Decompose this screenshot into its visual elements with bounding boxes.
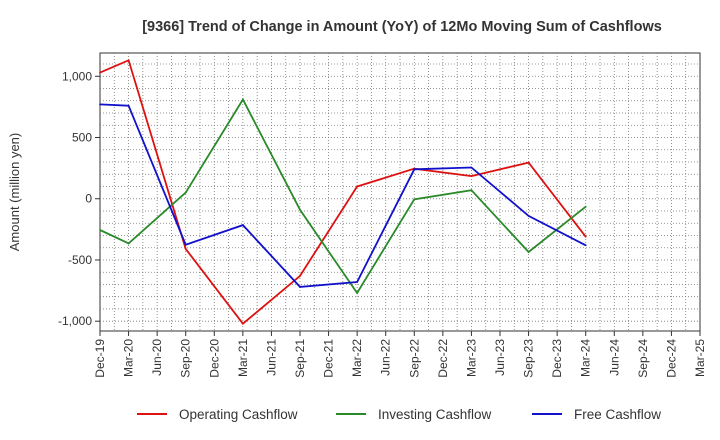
data-point-free-cashflow xyxy=(356,281,359,283)
x-tick-label: Jun-21 xyxy=(264,339,278,376)
x-tick-label: Sep-23 xyxy=(522,339,536,378)
series-line-investing-cashflow xyxy=(99,97,587,295)
series-group xyxy=(99,59,587,325)
data-point-investing-cashflow xyxy=(584,205,587,208)
x-tick-label: Mar-22 xyxy=(350,339,364,377)
data-point-operating-cashflow xyxy=(527,161,530,164)
data-point-free-cashflow xyxy=(299,286,301,288)
data-point-investing-cashflow xyxy=(241,98,244,101)
y-tick-label: 500 xyxy=(72,131,92,145)
data-point-investing-cashflow xyxy=(99,229,101,231)
data-point-operating-cashflow xyxy=(584,235,587,238)
x-tick-label: Mar-25 xyxy=(693,339,707,377)
x-tick-label: Sep-22 xyxy=(407,339,421,378)
x-tick-label: Jun-24 xyxy=(607,339,621,376)
x-tick-label: Jun-22 xyxy=(379,339,393,376)
y-axis-label: Amount (million yen) xyxy=(7,133,22,252)
x-axis: Dec-19 Mar-20 Jun-20 Sep-20 Dec-20 Mar-21 Jun-… xyxy=(93,331,707,378)
data-point-investing-cashflow xyxy=(299,208,301,211)
data-point-free-cashflow xyxy=(527,214,530,217)
y-tick-label: -500 xyxy=(68,253,92,267)
legend-label-free-cashflow: Free Cashflow xyxy=(574,407,661,422)
chart-title: [9366] Trend of Change in Amount (YoY) o… xyxy=(142,19,662,35)
data-point-investing-cashflow xyxy=(527,251,530,253)
data-point-free-cashflow xyxy=(470,166,473,169)
data-point-free-cashflow xyxy=(99,103,101,106)
legend: Operating Cashflow Investing Cashflow Free… xyxy=(137,407,661,422)
data-point-investing-cashflow xyxy=(184,191,187,194)
y-tick-label: 1,000 xyxy=(62,69,92,83)
data-point-operating-cashflow xyxy=(99,71,101,74)
y-tick-label: -1,000 xyxy=(58,314,92,328)
data-point-investing-cashflow xyxy=(356,292,359,294)
data-point-operating-cashflow xyxy=(127,59,130,62)
data-point-free-cashflow xyxy=(184,243,187,246)
data-point-free-cashflow xyxy=(413,168,416,171)
data-point-investing-cashflow xyxy=(127,242,130,245)
legend-label-investing-cashflow: Investing Cashflow xyxy=(378,407,492,422)
series-line-free-cashflow xyxy=(99,103,587,288)
x-tick-label: Mar-24 xyxy=(579,339,593,377)
data-point-operating-cashflow xyxy=(356,185,359,188)
data-point-free-cashflow xyxy=(241,224,244,226)
x-tick-label: Jun-20 xyxy=(150,339,164,376)
data-point-operating-cashflow xyxy=(299,274,301,277)
x-tick-label: Mar-20 xyxy=(122,339,136,377)
x-tick-label: Sep-24 xyxy=(636,339,650,378)
x-tick-label: Sep-21 xyxy=(293,339,307,378)
legend-label-operating-cashflow: Operating Cashflow xyxy=(179,407,298,422)
x-tick-label: Jun-23 xyxy=(493,339,507,376)
y-tick-label: 0 xyxy=(85,192,92,206)
x-tick-label: Dec-19 xyxy=(93,339,107,378)
x-tick-label: Dec-22 xyxy=(436,339,450,378)
data-point-investing-cashflow xyxy=(470,189,473,192)
data-point-operating-cashflow xyxy=(470,175,473,177)
data-point-investing-cashflow xyxy=(413,198,416,201)
x-tick-label: Mar-23 xyxy=(464,339,478,377)
data-point-free-cashflow xyxy=(127,104,130,107)
y-axis: -1,000 -500 0 500 1,000 xyxy=(58,69,100,328)
x-tick-label: Mar-21 xyxy=(236,339,250,377)
data-point-free-cashflow xyxy=(584,244,587,247)
x-tick-label: Dec-23 xyxy=(550,339,564,378)
series-line-operating-cashflow xyxy=(99,59,587,325)
data-point-operating-cashflow xyxy=(184,248,187,250)
data-point-operating-cashflow xyxy=(241,322,244,325)
x-tick-label: Dec-20 xyxy=(207,339,221,378)
x-tick-label: Dec-24 xyxy=(664,339,678,378)
x-tick-label: Sep-20 xyxy=(179,339,193,378)
x-tick-label: Dec-21 xyxy=(322,339,336,378)
